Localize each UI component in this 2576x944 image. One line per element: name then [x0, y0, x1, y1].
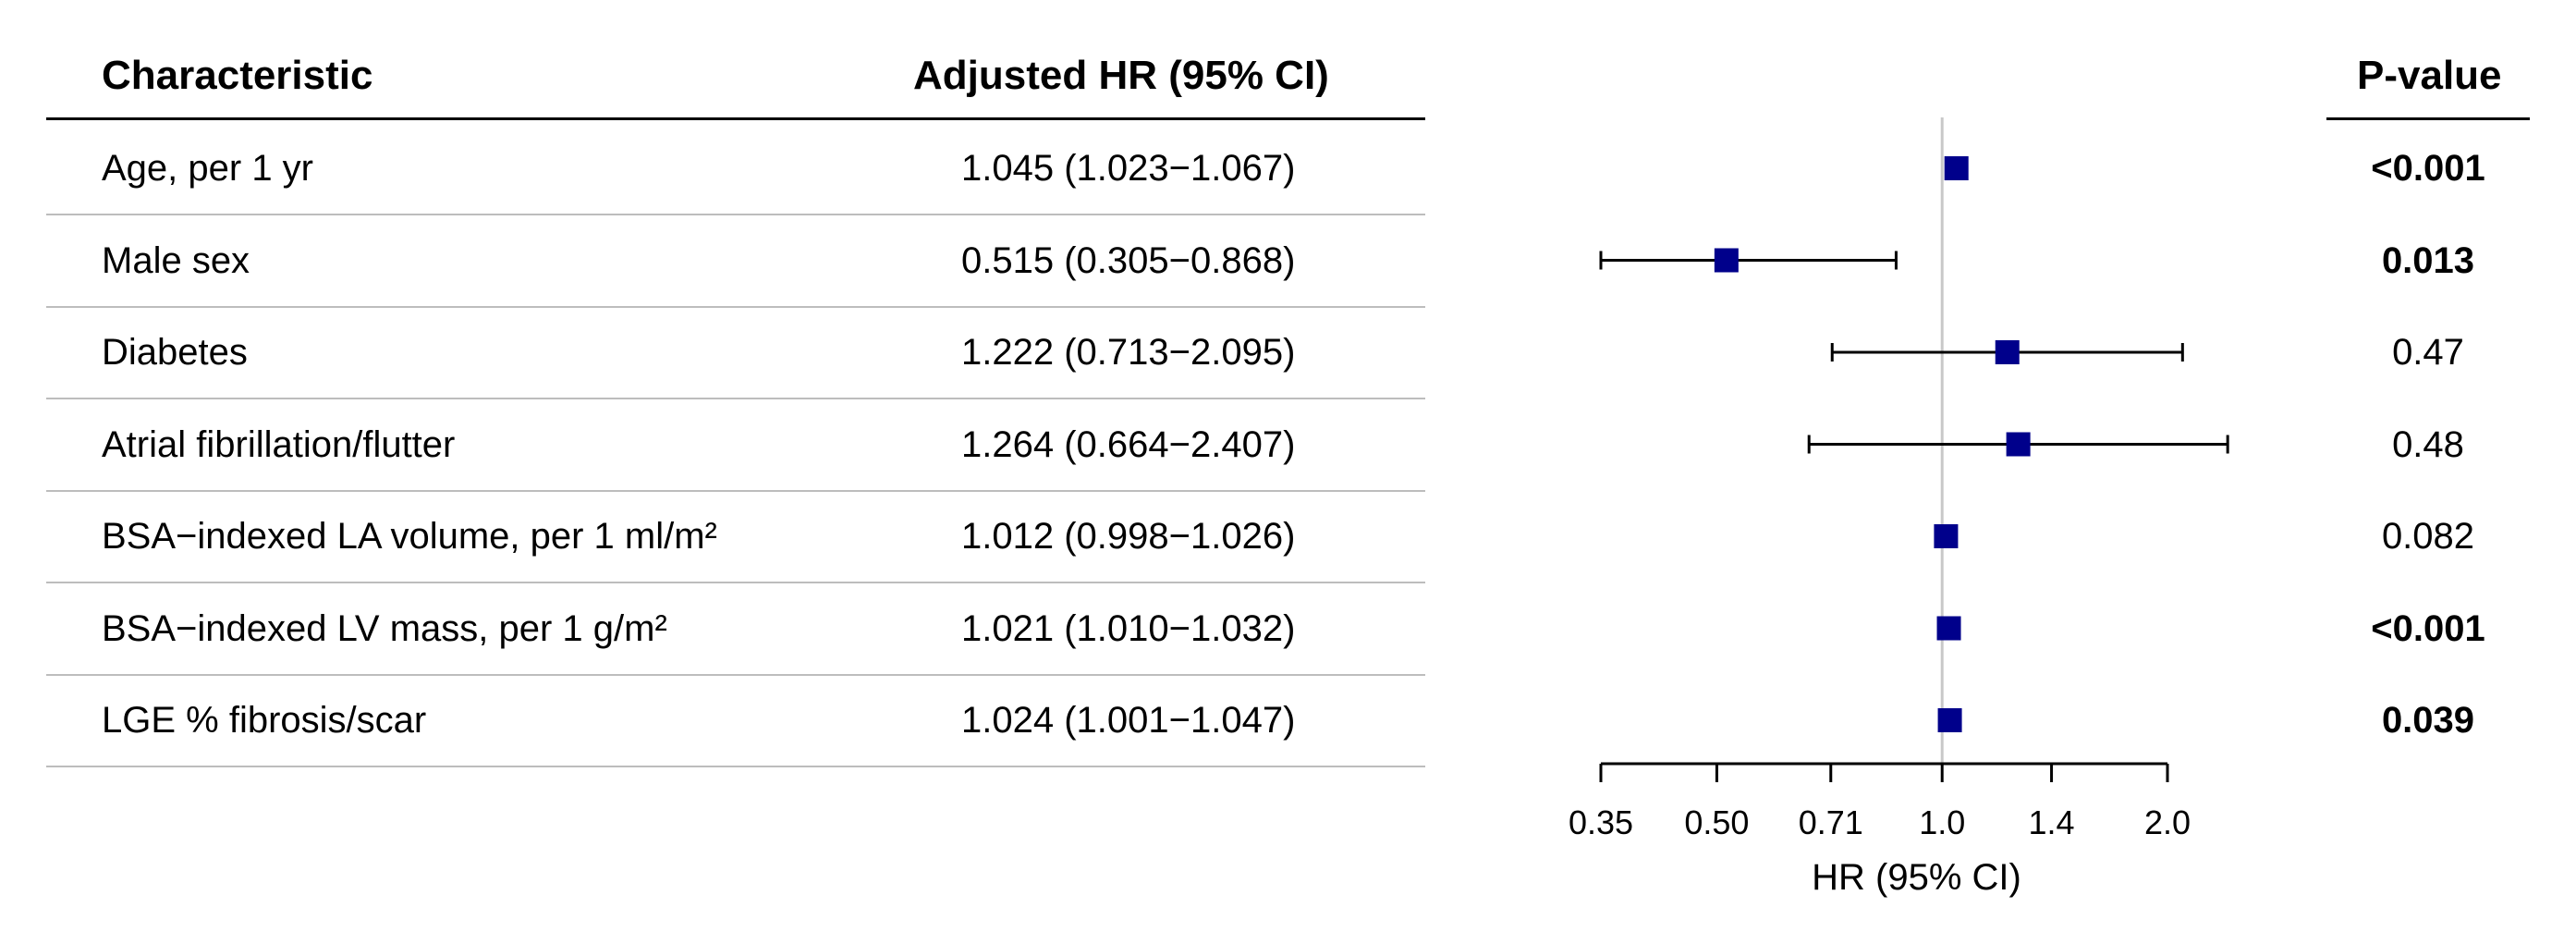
row-p-value: <0.001 [2371, 148, 2485, 189]
row-p-value: 0.013 [2381, 239, 2475, 281]
row-hr-ci: 1.264 (0.664−2.407) [961, 423, 1296, 465]
hr-point-marker [1937, 708, 1962, 732]
row-label: Diabetes [102, 332, 248, 373]
row-separator [46, 398, 1425, 399]
x-tick-label: 2.0 [2144, 803, 2191, 841]
hr-point-marker [1936, 616, 1961, 641]
row-label: Atrial fibrillation/flutter [102, 423, 456, 465]
x-tick-label: 1.0 [1919, 803, 1965, 841]
x-tick-label: 1.4 [2029, 803, 2075, 841]
hr-point-marker [1995, 340, 2020, 364]
row-label: LGE % fibrosis/scar [102, 700, 427, 741]
row-separator [46, 305, 1425, 308]
x-tick-label: 0.71 [1799, 803, 1863, 841]
row-hr-ci: 1.012 (0.998−1.026) [961, 516, 1296, 557]
row-p-value: 0.48 [2392, 423, 2464, 465]
header-rule-left [46, 117, 1425, 120]
row-separator [46, 582, 1425, 583]
row-label: BSA−indexed LV mass, per 1 g/m² [102, 607, 667, 649]
row-p-value: 0.082 [2381, 516, 2475, 557]
row-p-value: <0.001 [2371, 607, 2485, 649]
hr-point-marker [1944, 156, 1969, 180]
row-label: Age, per 1 yr [102, 148, 314, 189]
row-p-value: 0.039 [2381, 700, 2475, 741]
x-tick-label: 0.35 [1569, 803, 1633, 841]
x-axis-label: HR (95% CI) [1812, 857, 2021, 898]
row-separator [46, 766, 1425, 767]
header-characteristic: Characteristic [102, 53, 373, 98]
row-hr-ci: 1.045 (1.023−1.067) [961, 148, 1296, 189]
hr-point-marker [1714, 248, 1739, 273]
row-hr-ci: 1.222 (0.713−2.095) [961, 332, 1296, 373]
row-hr-ci: 0.515 (0.305−0.868) [961, 239, 1296, 281]
row-hr-ci: 1.021 (1.010−1.032) [961, 607, 1296, 649]
row-hr-ci: 1.024 (1.001−1.047) [961, 700, 1296, 741]
row-separator [46, 489, 1425, 492]
row-label: BSA−indexed LA volume, per 1 ml/m² [102, 516, 717, 557]
header-p-value: P-value [2357, 53, 2502, 98]
row-label: Male sex [102, 239, 250, 281]
row-p-value: 0.47 [2392, 332, 2464, 373]
hr-point-marker [2006, 432, 2031, 457]
x-tick-label: 0.50 [1684, 803, 1749, 841]
hr-point-marker [1934, 524, 1959, 548]
row-separator [46, 214, 1425, 215]
header-rule-pvalue [2326, 117, 2530, 120]
row-separator [46, 673, 1425, 676]
header-adjusted-hr: Adjusted HR (95% CI) [913, 53, 1329, 98]
